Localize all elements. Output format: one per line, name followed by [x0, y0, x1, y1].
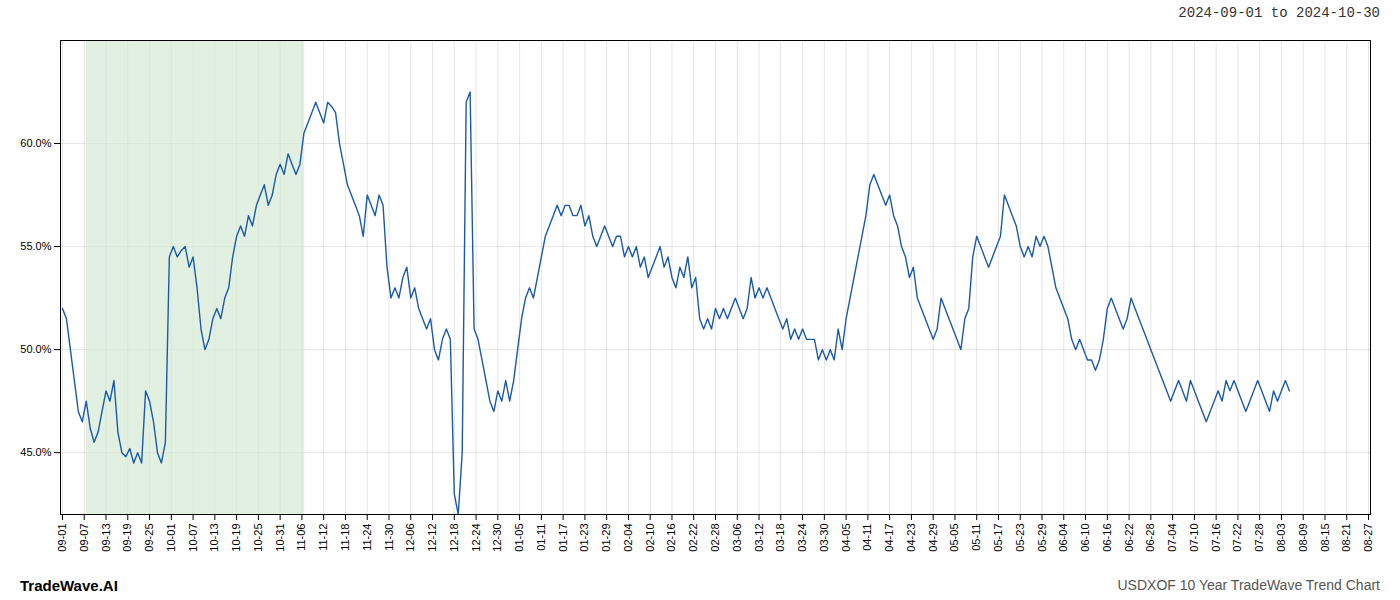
svg-text:08-15: 08-15	[1319, 524, 1331, 552]
svg-text:01-23: 01-23	[578, 524, 590, 552]
svg-text:11-12: 11-12	[317, 524, 329, 551]
html-text:2024-09-01 to 2024-10-30: 2024-09-01 to 2024-10-30	[1178, 5, 1380, 21]
svg-text:06-22: 06-22	[1123, 524, 1135, 552]
svg-text:04-29: 04-29	[927, 524, 939, 552]
svg-text:45.0%: 45.0%	[20, 446, 51, 458]
svg-text:07-16: 07-16	[1210, 524, 1222, 552]
svg-text:04-17: 04-17	[883, 524, 895, 552]
svg-text:01-17: 01-17	[557, 524, 569, 552]
svg-text:07-28: 07-28	[1253, 524, 1265, 552]
svg-text:11-24: 11-24	[361, 524, 373, 551]
svg-text:09-25: 09-25	[143, 524, 155, 552]
svg-text:04-11: 04-11	[861, 524, 873, 551]
svg-text:10-19: 10-19	[230, 524, 242, 552]
svg-text:05-11: 05-11	[970, 524, 982, 551]
svg-text:07-22: 07-22	[1231, 524, 1243, 552]
html-text:TradeWave.AI: TradeWave.AI	[20, 576, 118, 594]
svg-text:06-04: 06-04	[1057, 524, 1069, 552]
svg-text:04-23: 04-23	[905, 524, 917, 552]
svg-text:60.0%: 60.0%	[20, 137, 51, 149]
svg-text:09-01: 09-01	[56, 524, 68, 552]
svg-text:55.0%: 55.0%	[20, 240, 51, 252]
svg-text:06-28: 06-28	[1144, 524, 1156, 552]
svg-text:01-29: 01-29	[600, 524, 612, 552]
svg-text:09-13: 09-13	[100, 524, 112, 552]
svg-text:10-01: 10-01	[165, 524, 177, 552]
svg-text:06-10: 06-10	[1079, 524, 1091, 552]
svg-text:12-30: 12-30	[491, 524, 503, 552]
svg-text:50.0%: 50.0%	[20, 343, 51, 355]
svg-text:03-30: 03-30	[818, 524, 830, 552]
svg-text:11-06: 11-06	[295, 524, 307, 551]
svg-text:03-18: 03-18	[774, 524, 786, 552]
svg-text:10-07: 10-07	[187, 524, 199, 552]
svg-text:05-23: 05-23	[1014, 524, 1026, 552]
svg-text:01-11: 01-11	[535, 524, 547, 551]
svg-text:02-28: 02-28	[709, 524, 721, 552]
svg-text:03-12: 03-12	[753, 524, 765, 552]
svg-text:12-24: 12-24	[470, 524, 482, 552]
svg-text:02-22: 02-22	[687, 524, 699, 552]
svg-text:02-16: 02-16	[665, 524, 677, 552]
svg-text:08-27: 08-27	[1362, 524, 1374, 552]
svg-text:02-10: 02-10	[644, 524, 656, 552]
svg-text:08-09: 08-09	[1297, 524, 1309, 552]
svg-text:08-03: 08-03	[1275, 524, 1287, 552]
svg-text:03-06: 03-06	[731, 524, 743, 552]
html-text:USDXOF 10 Year TradeWave Trend: USDXOF 10 Year TradeWave Trend Chart	[1117, 577, 1380, 593]
svg-text:09-19: 09-19	[121, 524, 133, 552]
svg-text:10-31: 10-31	[274, 524, 286, 552]
svg-text:04-05: 04-05	[840, 524, 852, 552]
svg-text:05-29: 05-29	[1036, 524, 1048, 552]
svg-text:09-07: 09-07	[78, 524, 90, 552]
svg-text:06-16: 06-16	[1101, 524, 1113, 552]
svg-text:11-18: 11-18	[339, 524, 351, 551]
svg-text:11-30: 11-30	[383, 524, 395, 551]
svg-text:12-18: 12-18	[448, 524, 460, 552]
svg-text:12-12: 12-12	[426, 524, 438, 552]
svg-text:03-24: 03-24	[796, 524, 808, 552]
svg-text:10-25: 10-25	[252, 524, 264, 552]
svg-text:05-05: 05-05	[948, 524, 960, 552]
svg-text:05-17: 05-17	[992, 524, 1004, 552]
svg-text:10-13: 10-13	[208, 524, 220, 552]
svg-text:01-05: 01-05	[513, 524, 525, 552]
svg-text:07-10: 07-10	[1188, 524, 1200, 552]
svg-text:12-06: 12-06	[404, 524, 416, 552]
svg-text:08-21: 08-21	[1340, 524, 1352, 552]
svg-text:02-04: 02-04	[622, 524, 634, 552]
svg-text:07-04: 07-04	[1166, 524, 1178, 552]
